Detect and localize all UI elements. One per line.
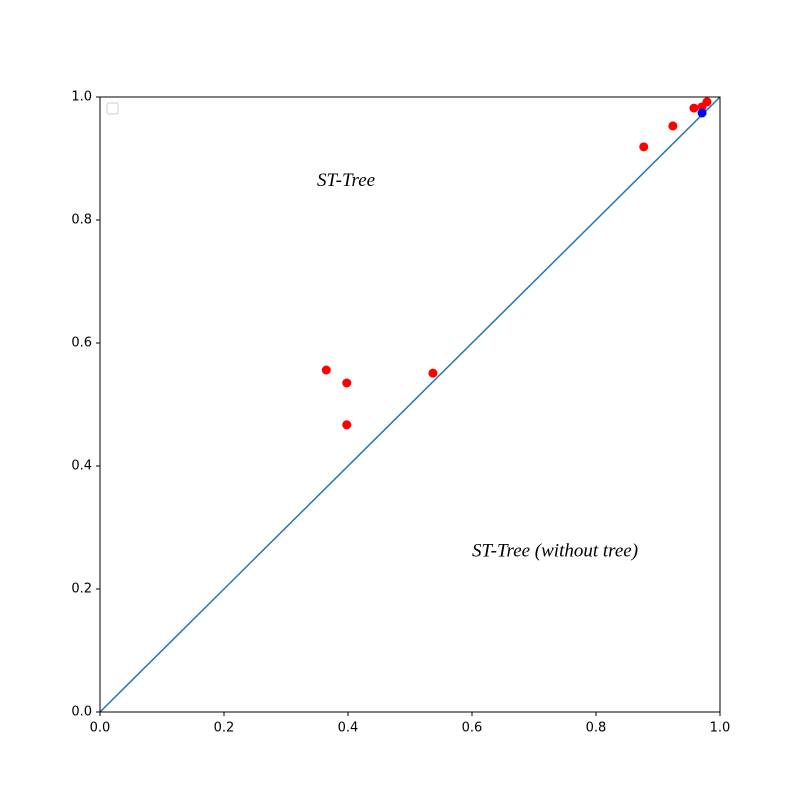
y-tick-label: 0.0 [71,705,92,720]
annotation: ST-Tree (without tree) [472,540,638,561]
x-tick-label: 1.0 [710,721,731,736]
legend-box [106,102,119,115]
y-tick-label: 1.0 [71,90,92,105]
point [428,368,438,378]
x-tick-label: 0.4 [338,721,359,736]
x-tick-label: 0.0 [90,721,111,736]
y-tick-label: 0.4 [71,459,92,474]
point [639,142,649,152]
point [321,365,331,375]
point [697,108,707,118]
point [342,378,352,388]
y-tick-label: 0.2 [71,582,92,597]
point [342,420,352,430]
y-tick-label: 0.8 [71,213,92,228]
x-tick-label: 0.2 [214,721,235,736]
plot-frame [99,96,721,713]
diagonal-line [99,96,721,713]
y-tick-label: 0.6 [71,336,92,351]
x-tick-label: 0.6 [462,721,483,736]
point [668,121,678,131]
x-tick-label: 0.8 [586,721,607,736]
annotation: ST-Tree [317,170,375,191]
point [702,97,712,107]
point [689,103,699,113]
